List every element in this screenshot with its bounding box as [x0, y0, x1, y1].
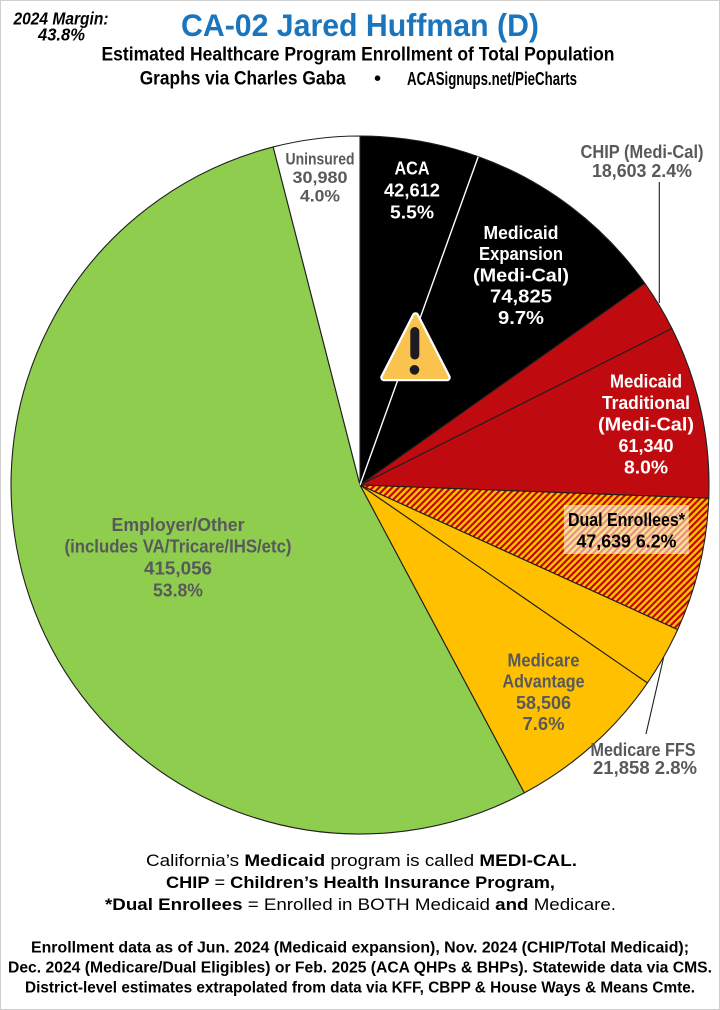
svg-text:9.7%: 9.7% [498, 307, 544, 328]
svg-text:Medicare FFS: Medicare FFS [591, 739, 696, 760]
svg-text:Medicaid: Medicaid [610, 371, 682, 392]
svg-text:8.0%: 8.0% [624, 457, 668, 478]
svg-text:74,825: 74,825 [490, 286, 552, 307]
svg-text:2024 Margin:: 2024 Margin: [13, 8, 109, 28]
svg-text:Advantage: Advantage [503, 671, 585, 692]
svg-text:Graphs via Charles Gaba: Graphs via Charles Gaba [140, 67, 346, 89]
svg-text:Expansion: Expansion [479, 243, 563, 264]
svg-text:Estimated Healthcare Program E: Estimated Healthcare Program Enrollment … [102, 44, 615, 66]
svg-text:Enrollment data as of Jun. 202: Enrollment data as of Jun. 2024 (Medicai… [31, 940, 689, 957]
svg-text:4.0%: 4.0% [300, 187, 340, 206]
svg-text:42,612: 42,612 [384, 180, 440, 201]
svg-text:Medicaid: Medicaid [484, 222, 559, 243]
svg-text:CHIP = Children’s Health Insur: CHIP = Children’s Health Insurance Progr… [166, 873, 555, 892]
svg-text:(includes VA/Tricare/IHS/etc): (includes VA/Tricare/IHS/etc) [65, 536, 292, 557]
svg-text:ACA: ACA [395, 158, 430, 179]
svg-text:California’s Medicaid program: California’s Medicaid program is called … [146, 851, 577, 870]
svg-text:18,603 2.4%: 18,603 2.4% [592, 161, 692, 181]
svg-text:(Medi-Cal): (Medi-Cal) [598, 414, 694, 435]
svg-text:Employer/Other: Employer/Other [112, 514, 245, 535]
svg-text:58,506: 58,506 [516, 692, 571, 713]
svg-text:Dual Enrollees*: Dual Enrollees* [568, 509, 686, 530]
svg-text:Dec. 2024 (Medicare/Dual Eligi: Dec. 2024 (Medicare/Dual Eligibles) or F… [8, 960, 712, 977]
svg-text:43.8%: 43.8% [37, 24, 85, 44]
svg-text:•: • [374, 67, 381, 89]
svg-text:415,056: 415,056 [144, 558, 212, 579]
svg-text:CHIP (Medi-Cal): CHIP (Medi-Cal) [581, 142, 704, 162]
svg-text:5.5%: 5.5% [390, 202, 434, 223]
svg-text:Traditional: Traditional [602, 392, 690, 413]
svg-text:30,980: 30,980 [293, 168, 348, 187]
svg-text:Uninsured: Uninsured [286, 150, 355, 169]
svg-text:21,858 2.8%: 21,858 2.8% [593, 757, 697, 778]
svg-text:7.6%: 7.6% [523, 713, 565, 734]
svg-text:53.8%: 53.8% [153, 579, 203, 600]
svg-text:(Medi-Cal): (Medi-Cal) [473, 264, 569, 285]
svg-text:*Dual Enrollees = Enrolled in: *Dual Enrollees = Enrolled in BOTH Medic… [105, 895, 616, 914]
svg-text:District-level estimates extra: District-level estimates extrapolated fr… [25, 980, 695, 997]
svg-text:61,340: 61,340 [619, 435, 674, 456]
svg-text:ACASignups.net/PieCharts: ACASignups.net/PieCharts [407, 68, 577, 89]
svg-text:CA-02 Jared Huffman (D): CA-02 Jared Huffman (D) [181, 7, 539, 43]
svg-text:Medicare: Medicare [508, 650, 580, 671]
svg-text:47,639 6.2%: 47,639 6.2% [577, 531, 677, 552]
